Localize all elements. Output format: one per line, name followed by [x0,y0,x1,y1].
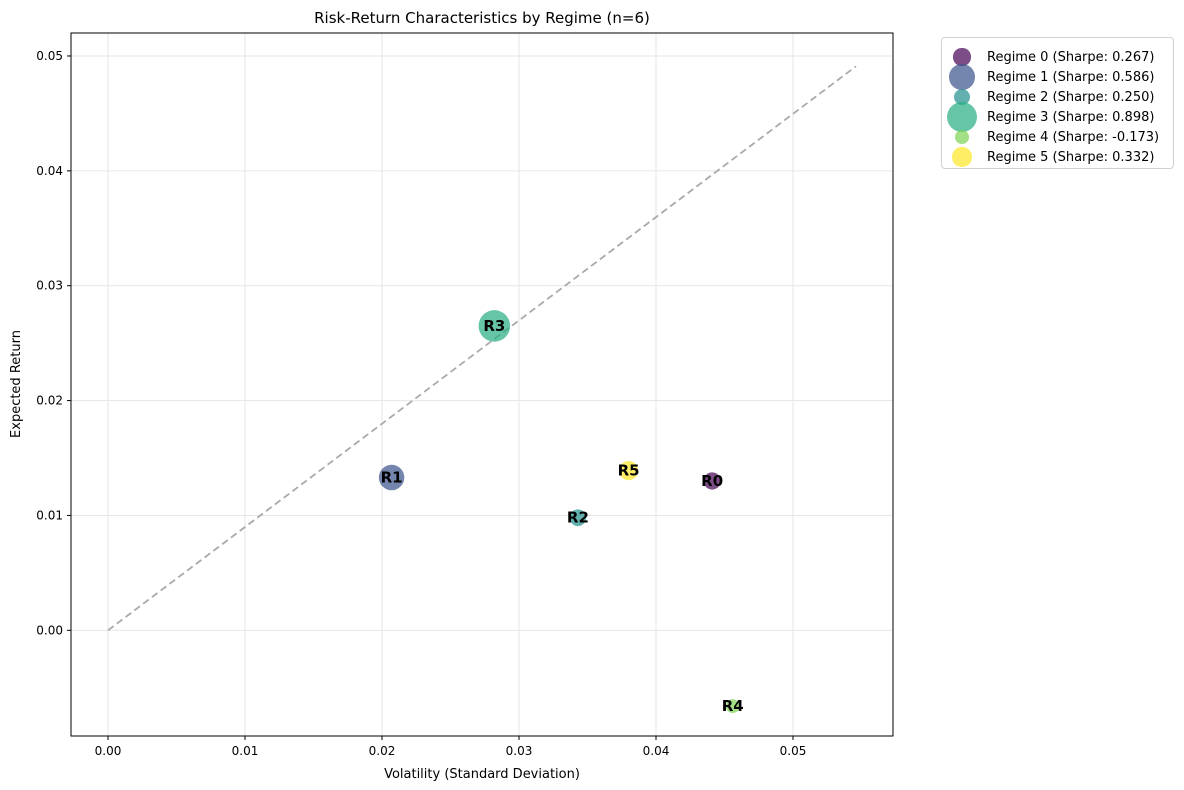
x-tick-label: 0.01 [232,744,259,758]
data-points: R0 R1 R2 R3 R4 R5 [378,310,744,715]
legend-item-regime-2: Regime 2 (Sharpe: 0.250) [942,88,1175,108]
x-tick-label: 0.02 [369,744,396,758]
legend-item-regime-1: Regime 1 (Sharpe: 0.586) [942,64,1175,90]
legend-marker-icon [952,147,972,167]
y-tick-label: 0.05 [36,49,63,63]
data-point-regime-1 [378,464,405,491]
y-tick-label: 0.01 [36,508,63,522]
legend-item-regime-4: Regime 4 (Sharpe: -0.173) [942,128,1175,148]
legend: Regime 0 (Sharpe: 0.267) Regime 1 (Sharpe… [941,37,1174,169]
data-point-regime-5 [618,461,639,481]
y-tick-label: 0.00 [36,623,63,637]
y-axis-label: Expected Return [9,330,24,438]
data-point-regime-0 [703,472,721,490]
x-tick-label: 0.05 [780,744,807,758]
point-label-regime-3: R3 [483,317,505,335]
legend-label: Regime 3 (Sharpe: 0.898) [987,110,1155,125]
legend-marker-icon [955,130,969,144]
y-tick-label: 0.04 [36,164,63,178]
legend-item-regime-5: Regime 5 (Sharpe: 0.332) [942,147,1175,168]
x-tick-label: 0.03 [506,744,533,758]
legend-label: Regime 2 (Sharpe: 0.250) [987,90,1155,105]
axis-ticks: 0.00 0.01 0.02 0.03 0.04 0.05 0.00 0.01 0.02 0.03… [36,49,806,758]
chart-title: Risk-Return Characteristics by Regime (n… [314,9,650,27]
point-label-regime-1: R1 [381,469,403,487]
y-tick-label: 0.03 [36,279,63,293]
y-tick-label: 0.02 [36,394,63,408]
legend-label: Regime 4 (Sharpe: -0.173) [987,130,1160,145]
point-label-regime-5: R5 [618,462,640,480]
legend-label: Regime 5 (Sharpe: 0.332) [987,150,1155,165]
legend-marker-icon [949,64,975,90]
grid [71,33,893,736]
point-label-regime-4: R4 [722,697,744,715]
legend-marker-icon [953,48,971,66]
point-label-regime-2: R2 [567,509,589,527]
x-tick-label: 0.04 [643,744,670,758]
data-point-regime-4 [725,699,740,714]
data-point-regime-2 [569,509,587,527]
plot-frame [70,32,894,737]
legend-item-regime-0: Regime 0 (Sharpe: 0.267) [942,48,1175,68]
legend-item-regime-3: Regime 3 (Sharpe: 0.898) [942,102,1175,132]
legend-marker-icon [953,88,971,106]
x-axis-label: Volatility (Standard Deviation) [384,767,580,782]
legend-label: Regime 1 (Sharpe: 0.586) [987,70,1155,85]
x-tick-label: 0.00 [95,744,122,758]
point-label-regime-0: R0 [701,472,723,490]
data-point-regime-3 [478,310,511,342]
legend-label: Regime 0 (Sharpe: 0.267) [987,50,1155,65]
reference-line [107,65,857,632]
legend-marker-icon [947,102,977,132]
